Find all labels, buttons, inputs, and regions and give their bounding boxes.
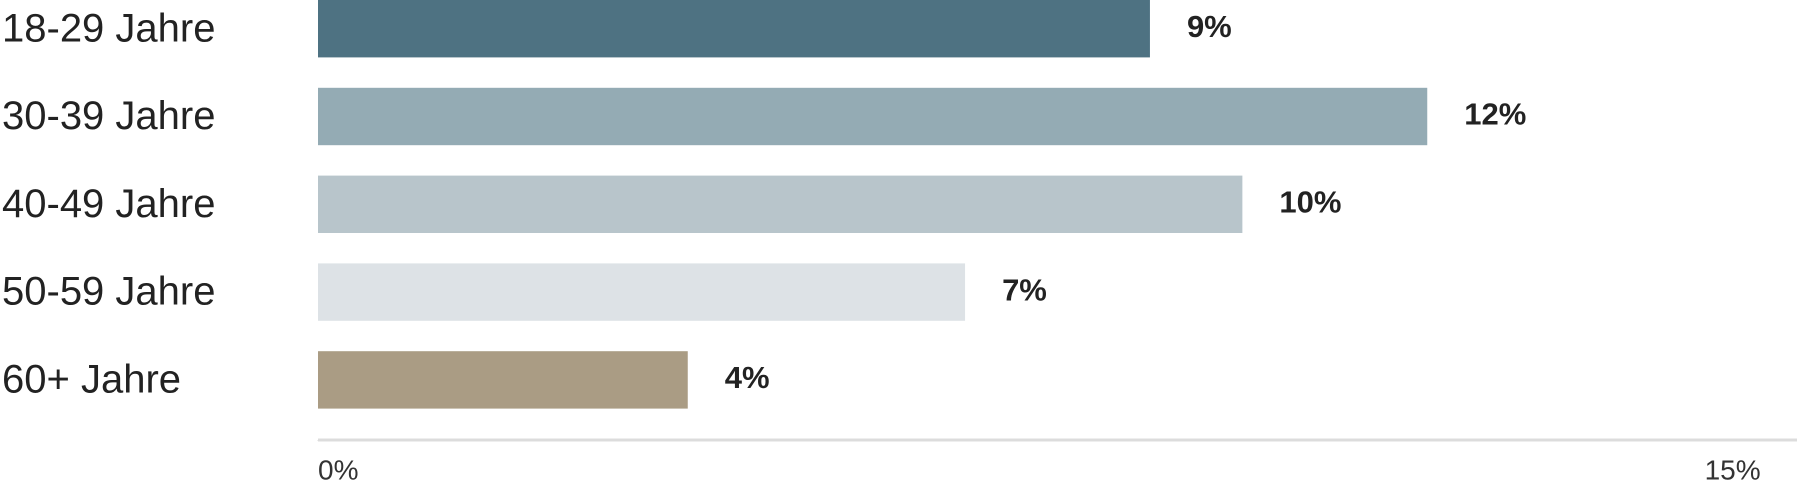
bar (318, 175, 1243, 233)
category-label: 60+ Jahre (2, 357, 181, 401)
bar (318, 263, 966, 321)
value-label: 7% (1002, 272, 1047, 307)
bar (318, 0, 1150, 58)
bar (318, 351, 688, 409)
value-label: 9% (1187, 9, 1232, 44)
category-label: 30-39 Jahre (2, 94, 215, 138)
category-label: 40-49 Jahre (2, 182, 215, 226)
bar (318, 87, 1428, 146)
value-label: 4% (725, 360, 770, 395)
category-label: 50-59 Jahre (2, 270, 215, 314)
x-tick-label: 15% (1705, 454, 1761, 485)
value-label: 12% (1464, 97, 1526, 132)
value-label: 10% (1279, 184, 1341, 219)
x-tick-label: 0% (318, 454, 358, 485)
category-label: 18-29 Jahre (2, 6, 215, 50)
